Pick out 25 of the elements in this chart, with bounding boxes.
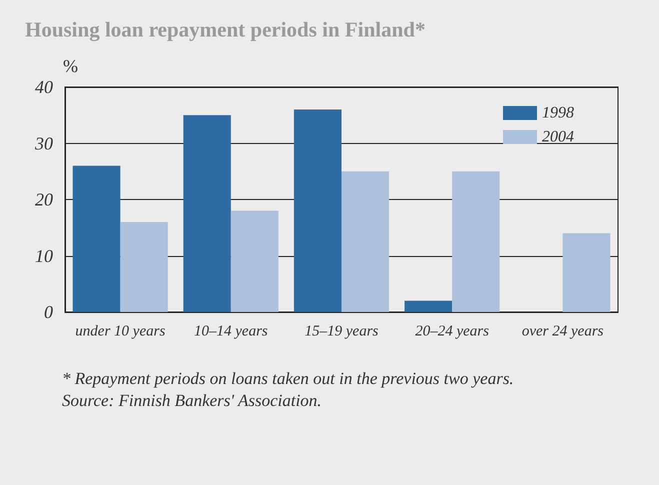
bar <box>120 222 168 312</box>
bar <box>230 210 278 312</box>
x-tick-label: 15–19 years <box>304 324 379 340</box>
source-note: Source: Finnish Bankers' Association. <box>62 391 322 410</box>
x-tick-label: 20–24 years <box>415 324 490 340</box>
bar <box>72 166 120 312</box>
y-tick-label: 0 <box>44 302 53 322</box>
y-tick-label: 30 <box>34 133 53 154</box>
x-tick-label: 10–14 years <box>194 324 268 340</box>
x-tick-label: over 24 years <box>522 324 604 340</box>
y-tick-label: 20 <box>35 190 53 210</box>
bar <box>562 233 610 312</box>
bar <box>342 171 390 312</box>
text: * Repayment periods on loans taken out in the previous two years. <box>62 369 514 388</box>
x-tick-label: under 10 years <box>75 324 166 340</box>
legend-label: 2004 <box>542 128 574 146</box>
bar <box>294 110 342 312</box>
bar <box>404 300 452 312</box>
legend-label: 1998 <box>542 104 574 122</box>
chart-title: Housing loan repayment periods in Finland* <box>25 18 426 42</box>
y-axis-title: % <box>63 56 78 76</box>
bar <box>183 115 231 312</box>
y-tick-label: 10 <box>35 246 53 266</box>
bar <box>452 171 500 312</box>
y-tick-label: 40 <box>35 77 53 97</box>
